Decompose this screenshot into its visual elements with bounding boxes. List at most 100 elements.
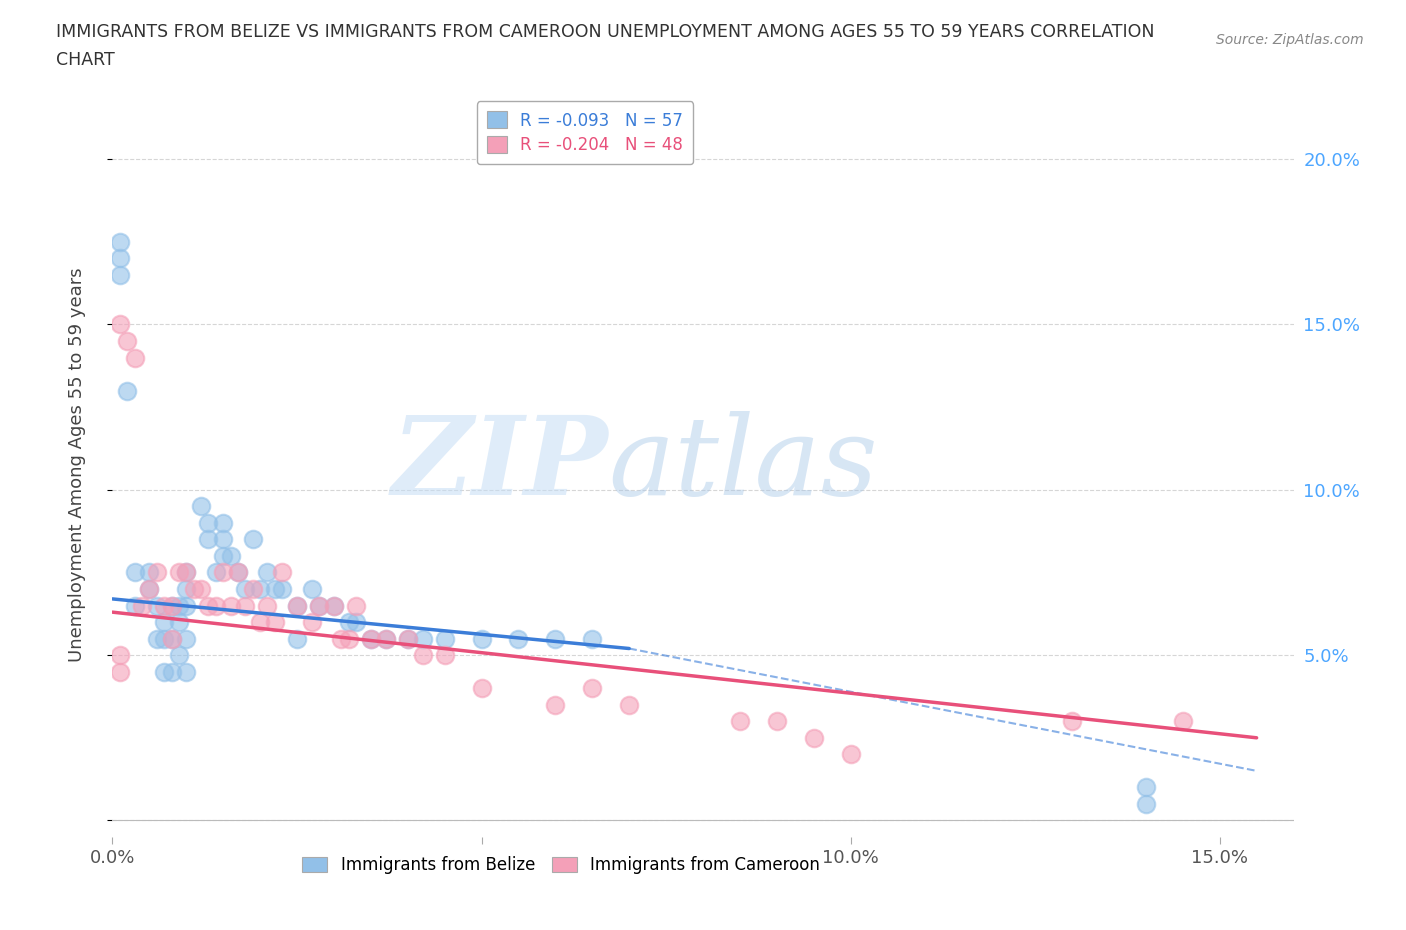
Point — [337, 631, 360, 646]
Text: IMMIGRANTS FROM BELIZE VS IMMIGRANTS FROM CAMEROON UNEMPLOYMENT AMONG AGES 55 TO: IMMIGRANTS FROM BELIZE VS IMMIGRANTS FRO… — [56, 23, 1154, 41]
Point — [544, 698, 567, 712]
Point — [117, 334, 138, 349]
Point — [174, 664, 197, 679]
Point — [1135, 780, 1157, 795]
Point — [271, 581, 294, 596]
Point — [728, 714, 751, 729]
Point — [219, 549, 242, 564]
Point — [160, 631, 183, 646]
Point — [581, 631, 603, 646]
Point — [167, 647, 190, 662]
Point — [226, 565, 249, 580]
Point — [226, 565, 249, 580]
Legend: Immigrants from Belize, Immigrants from Cameroon: Immigrants from Belize, Immigrants from … — [295, 849, 827, 881]
Point — [153, 615, 176, 630]
Point — [256, 598, 278, 613]
Point — [285, 598, 308, 613]
Point — [1135, 796, 1157, 811]
Point — [219, 598, 242, 613]
Point — [108, 268, 131, 283]
Point — [108, 234, 131, 249]
Point — [167, 615, 190, 630]
Point — [242, 581, 264, 596]
Point — [301, 615, 323, 630]
Point — [412, 631, 434, 646]
Point — [146, 631, 169, 646]
Point — [108, 647, 131, 662]
Point — [146, 598, 169, 613]
Point — [160, 664, 183, 679]
Point — [108, 251, 131, 266]
Point — [330, 631, 353, 646]
Point — [1171, 714, 1194, 729]
Point — [190, 581, 212, 596]
Point — [1062, 714, 1084, 729]
Point — [803, 730, 825, 745]
Point — [508, 631, 530, 646]
Point — [285, 598, 308, 613]
Point — [197, 515, 219, 530]
Point — [146, 565, 169, 580]
Point — [471, 631, 494, 646]
Point — [190, 498, 212, 513]
Point — [153, 631, 176, 646]
Text: CHART: CHART — [56, 51, 115, 69]
Point — [153, 664, 176, 679]
Point — [256, 565, 278, 580]
Y-axis label: Unemployment Among Ages 55 to 59 years: Unemployment Among Ages 55 to 59 years — [67, 268, 86, 662]
Point — [285, 631, 308, 646]
Point — [433, 647, 456, 662]
Point — [233, 598, 256, 613]
Point — [205, 598, 228, 613]
Point — [301, 581, 323, 596]
Point — [412, 647, 434, 662]
Point — [323, 598, 346, 613]
Point — [212, 532, 235, 547]
Point — [131, 598, 153, 613]
Point — [308, 598, 330, 613]
Point — [344, 615, 367, 630]
Point — [138, 581, 160, 596]
Point — [124, 598, 146, 613]
Text: atlas: atlas — [609, 411, 879, 519]
Point — [205, 565, 228, 580]
Point — [212, 549, 235, 564]
Point — [271, 565, 294, 580]
Point — [396, 631, 419, 646]
Point — [108, 664, 131, 679]
Point — [544, 631, 567, 646]
Point — [233, 581, 256, 596]
Point — [212, 515, 235, 530]
Point — [117, 383, 138, 398]
Point — [160, 598, 183, 613]
Point — [197, 598, 219, 613]
Point — [183, 581, 205, 596]
Point — [374, 631, 396, 646]
Point — [765, 714, 787, 729]
Point — [174, 565, 197, 580]
Point — [138, 581, 160, 596]
Point — [174, 581, 197, 596]
Point — [249, 615, 271, 630]
Point — [124, 350, 146, 365]
Point — [167, 565, 190, 580]
Point — [337, 615, 360, 630]
Point — [174, 598, 197, 613]
Point — [619, 698, 641, 712]
Point — [242, 532, 264, 547]
Point — [249, 581, 271, 596]
Point — [581, 681, 603, 696]
Text: Source: ZipAtlas.com: Source: ZipAtlas.com — [1216, 33, 1364, 46]
Point — [160, 631, 183, 646]
Point — [212, 565, 235, 580]
Point — [374, 631, 396, 646]
Point — [174, 631, 197, 646]
Point — [360, 631, 382, 646]
Point — [138, 565, 160, 580]
Point — [344, 598, 367, 613]
Point — [839, 747, 862, 762]
Point — [153, 598, 176, 613]
Point — [197, 532, 219, 547]
Point — [360, 631, 382, 646]
Point — [167, 598, 190, 613]
